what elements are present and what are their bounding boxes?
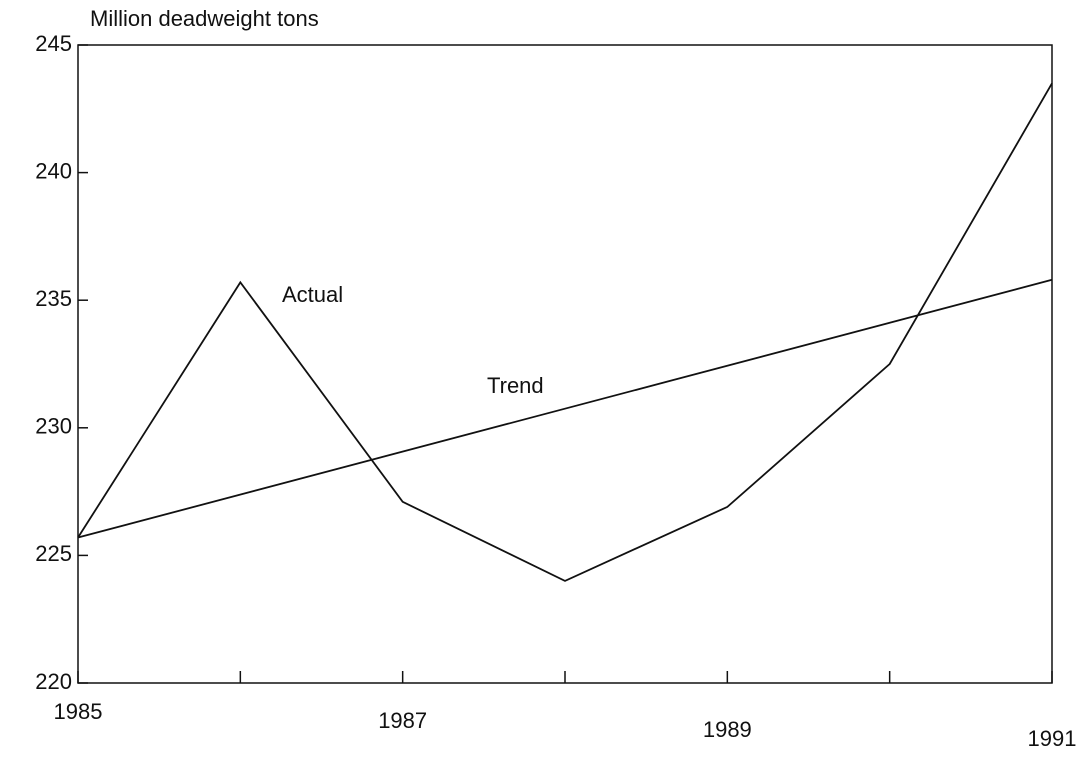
series-label: Actual bbox=[282, 282, 343, 307]
y-tick-label: 225 bbox=[35, 541, 72, 566]
y-tick-label: 240 bbox=[35, 158, 72, 183]
y-tick-label: 235 bbox=[35, 286, 72, 311]
x-tick-label: 1991 bbox=[1028, 726, 1077, 751]
data-line bbox=[77, 278, 1053, 539]
plot-frame bbox=[77, 44, 1053, 684]
series-label: Trend bbox=[487, 373, 544, 398]
y-tick-label: 245 bbox=[35, 31, 72, 56]
x-tick-label: 1987 bbox=[378, 708, 427, 733]
y-axis-label: Million deadweight tons bbox=[90, 6, 319, 31]
x-tick-label: 1985 bbox=[54, 699, 103, 724]
data-line bbox=[77, 82, 1053, 582]
y-tick-label: 220 bbox=[35, 669, 72, 694]
x-tick-label: 1989 bbox=[703, 717, 752, 742]
y-tick-label: 230 bbox=[35, 414, 72, 439]
